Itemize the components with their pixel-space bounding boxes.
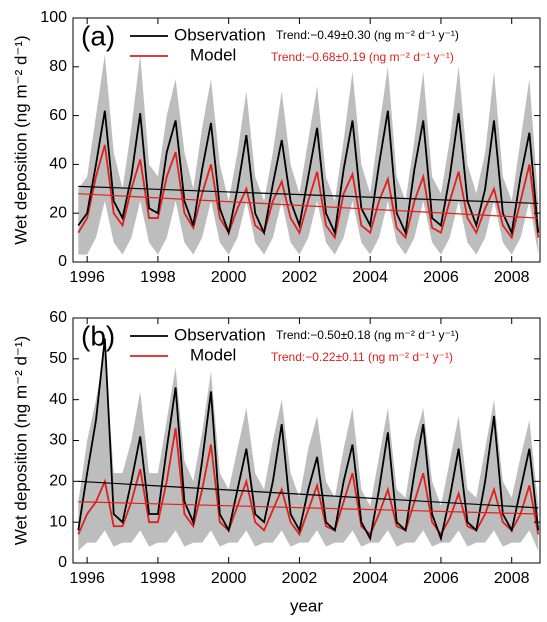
trend-label: Trend:−0.49±0.30 (ng m⁻² d⁻¹ y⁻¹) (276, 28, 459, 42)
y-tick-label: 20 (49, 473, 67, 490)
y-axis-label: Wet deposition (ng m⁻² d⁻¹) (11, 336, 30, 545)
plot-frame (72, 17, 541, 263)
legend-label: Model (190, 345, 236, 364)
range-band (78, 54, 539, 255)
trend-line (78, 185, 539, 205)
trend-line (78, 501, 539, 515)
series-line (77, 110, 540, 237)
x-tick-label: 2006 (423, 570, 459, 587)
x-tick-label: 2004 (352, 570, 388, 587)
y-axis-label: Wet deposition (ng m⁻² d⁻¹) (11, 35, 30, 244)
series-line (77, 338, 540, 542)
x-tick-label: 2000 (211, 269, 247, 286)
legend-label: Observation (174, 25, 266, 44)
legend-label: Observation (174, 325, 266, 344)
y-tick-label: 100 (40, 9, 67, 26)
series-line (77, 428, 540, 537)
trend-label: Trend:−0.50±0.18 (ng m⁻² d⁻¹ y⁻¹) (276, 328, 459, 342)
x-tick-label: 2008 (494, 269, 530, 286)
x-tick-label: 1998 (140, 570, 176, 587)
x-tick-label: 1998 (140, 269, 176, 286)
x-tick-label: 1996 (69, 269, 105, 286)
x-tick-label: 2004 (352, 269, 388, 286)
x-tick-label: 2008 (494, 570, 530, 587)
trend-line (78, 480, 539, 509)
range-band (78, 350, 539, 551)
x-tick-label: 2006 (423, 269, 459, 286)
trend-label: Trend:−0.68±0.19 (ng m⁻² d⁻¹ y⁻¹) (271, 50, 454, 64)
y-tick-label: 0 (58, 253, 67, 270)
y-tick-label: 60 (49, 107, 67, 124)
series-line (77, 144, 540, 240)
legend-label: Model (190, 45, 236, 64)
x-axis-label: year (290, 596, 323, 615)
trend-line (78, 193, 539, 219)
y-tick-label: 20 (49, 204, 67, 221)
x-tick-label: 2000 (211, 570, 247, 587)
y-tick-label: 40 (49, 391, 67, 408)
y-tick-label: 60 (49, 309, 67, 326)
panel-label: (b) (81, 320, 115, 351)
y-tick-label: 10 (49, 513, 67, 530)
panel-label: (a) (81, 20, 115, 51)
y-tick-label: 80 (49, 58, 67, 75)
y-tick-label: 30 (49, 432, 67, 449)
y-tick-label: 50 (49, 350, 67, 367)
x-tick-label: 1996 (69, 570, 105, 587)
trend-label: Trend:−0.22±0.11 (ng m⁻² d⁻¹ y⁻¹) (271, 350, 453, 364)
y-tick-label: 0 (58, 554, 67, 571)
x-tick-label: 2002 (282, 570, 318, 587)
y-tick-label: 40 (49, 156, 67, 173)
x-tick-label: 2002 (282, 269, 318, 286)
